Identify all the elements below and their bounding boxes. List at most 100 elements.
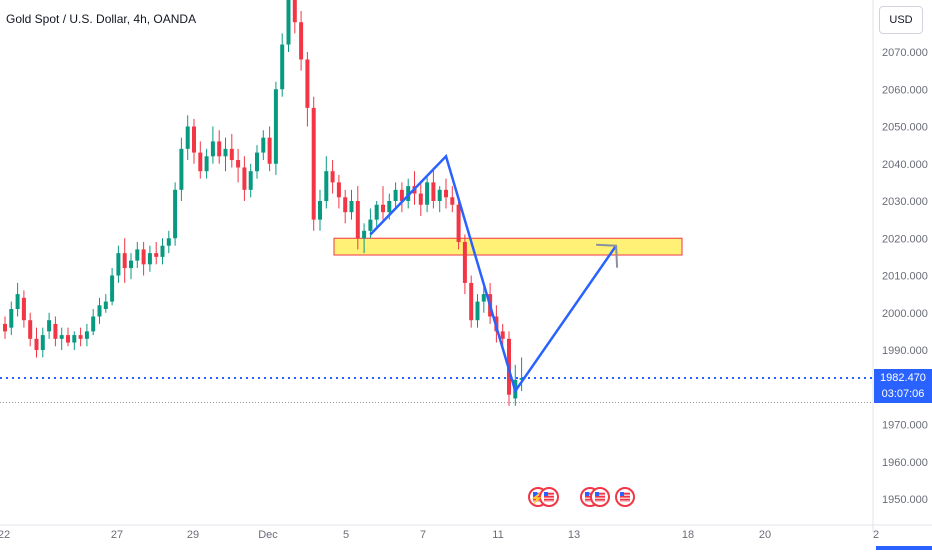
candle-body <box>261 137 266 153</box>
candle-body <box>475 301 480 321</box>
flag-stripe <box>585 493 595 495</box>
candle-body <box>129 260 133 269</box>
candle-body <box>299 22 304 60</box>
time-tick-label: 18 <box>682 529 694 541</box>
candle-body <box>349 201 354 213</box>
candle-body <box>330 171 335 183</box>
price-tick-label: 2060.000 <box>882 84 928 96</box>
price-tick-label: 1970.000 <box>882 420 928 432</box>
events-layer: ⚡ <box>528 487 635 507</box>
candle-body <box>368 219 373 231</box>
time-tick-label: Dec <box>258 529 278 541</box>
candle-body <box>236 160 241 168</box>
candle-body <box>147 253 152 265</box>
flag-stripe <box>533 499 543 501</box>
candle-body <box>72 335 77 343</box>
candle-body <box>500 331 505 339</box>
price-axis[interactable]: 2070.000 2060.000 2050.000 2040.000 2030.000… <box>872 0 928 532</box>
flag-stripe <box>533 496 543 498</box>
time-axis[interactable]: 22 27 29 Dec 5 7 11 13 18 20 2 <box>0 524 932 541</box>
candle-body <box>135 249 140 261</box>
candle-body <box>469 282 474 321</box>
flag-stripe <box>544 496 554 498</box>
candle-body <box>305 59 310 108</box>
candle-body <box>15 294 20 310</box>
flag-stripe <box>620 499 630 501</box>
bar-countdown: 03:07:06 <box>881 388 925 401</box>
flag-stripe <box>585 496 595 498</box>
candle-body <box>406 186 411 201</box>
flag-stripe <box>585 499 595 501</box>
projection-arrowhead <box>596 243 619 268</box>
time-tick-label: 13 <box>568 529 580 541</box>
flag-canton <box>620 492 624 496</box>
candle-body <box>210 141 215 157</box>
candle-body <box>229 148 234 161</box>
flag-stripe <box>544 499 554 501</box>
flag-canton <box>544 492 548 496</box>
candle-body <box>450 197 455 205</box>
candle-body <box>223 148 228 157</box>
candle-body <box>248 171 253 190</box>
candle-body <box>374 204 379 220</box>
scale-indicator <box>876 546 932 550</box>
event-lightning-icon: ⚡ <box>530 492 544 505</box>
candle-body <box>21 297 26 321</box>
flag-canton <box>585 492 589 496</box>
candle-body <box>355 201 360 239</box>
us-event-flag-icon <box>590 487 610 507</box>
candle-body <box>362 230 367 239</box>
current-price-label: 1982.470 03:07:06 <box>874 369 932 404</box>
candle-body <box>141 249 146 265</box>
flag-canton <box>595 492 599 496</box>
time-tick-label: 22 <box>0 529 10 541</box>
price-tick-label: 2000.000 <box>882 308 928 320</box>
candle-body <box>40 335 45 350</box>
candle-body <box>381 204 385 213</box>
candle-body <box>9 309 14 328</box>
candle-body <box>286 0 291 45</box>
candle-body <box>242 167 247 190</box>
candle-body <box>154 253 159 257</box>
current-price-value: 1982.470 <box>880 372 926 385</box>
flag-stripe <box>595 496 605 498</box>
candle-body <box>166 238 171 246</box>
price-tick-label: 1960.000 <box>882 457 928 469</box>
candle-body <box>78 335 83 339</box>
candle-body <box>425 182 430 205</box>
candle-body <box>84 331 89 339</box>
candle-body <box>462 241 467 283</box>
candle-body <box>318 201 322 220</box>
us-event-flag-icon <box>539 487 559 507</box>
candle-body <box>116 253 121 276</box>
candle-body <box>431 182 436 201</box>
price-tick-label: 1950.000 <box>882 494 928 506</box>
price-tick-label: 2040.000 <box>882 159 928 171</box>
candle-body <box>456 204 461 242</box>
candle-body <box>280 44 285 90</box>
candle-body <box>173 189 178 239</box>
candle-body <box>28 320 33 339</box>
time-tick-label: 5 <box>343 529 349 541</box>
candle-body <box>103 301 108 310</box>
flag-stripe <box>533 493 543 495</box>
currency-button[interactable]: USD <box>879 6 923 34</box>
flag-canton <box>533 492 537 496</box>
projection-path <box>369 153 618 394</box>
time-tick-label: 27 <box>111 529 123 541</box>
price-tick-label: 2010.000 <box>882 271 928 283</box>
price-lines-layer <box>0 377 872 404</box>
price-tick-label: 2050.000 <box>882 122 928 134</box>
flag-stripe <box>544 493 554 495</box>
candle-body <box>393 189 398 201</box>
projection-layer <box>369 153 619 394</box>
price-tick-label: 2020.000 <box>882 233 928 245</box>
candle-body <box>91 316 96 332</box>
candle-body <box>97 305 102 317</box>
support-zone-rect <box>333 237 683 256</box>
candle-body <box>66 335 70 343</box>
flag-stripe <box>620 493 630 495</box>
time-tick-label: 29 <box>187 529 199 541</box>
